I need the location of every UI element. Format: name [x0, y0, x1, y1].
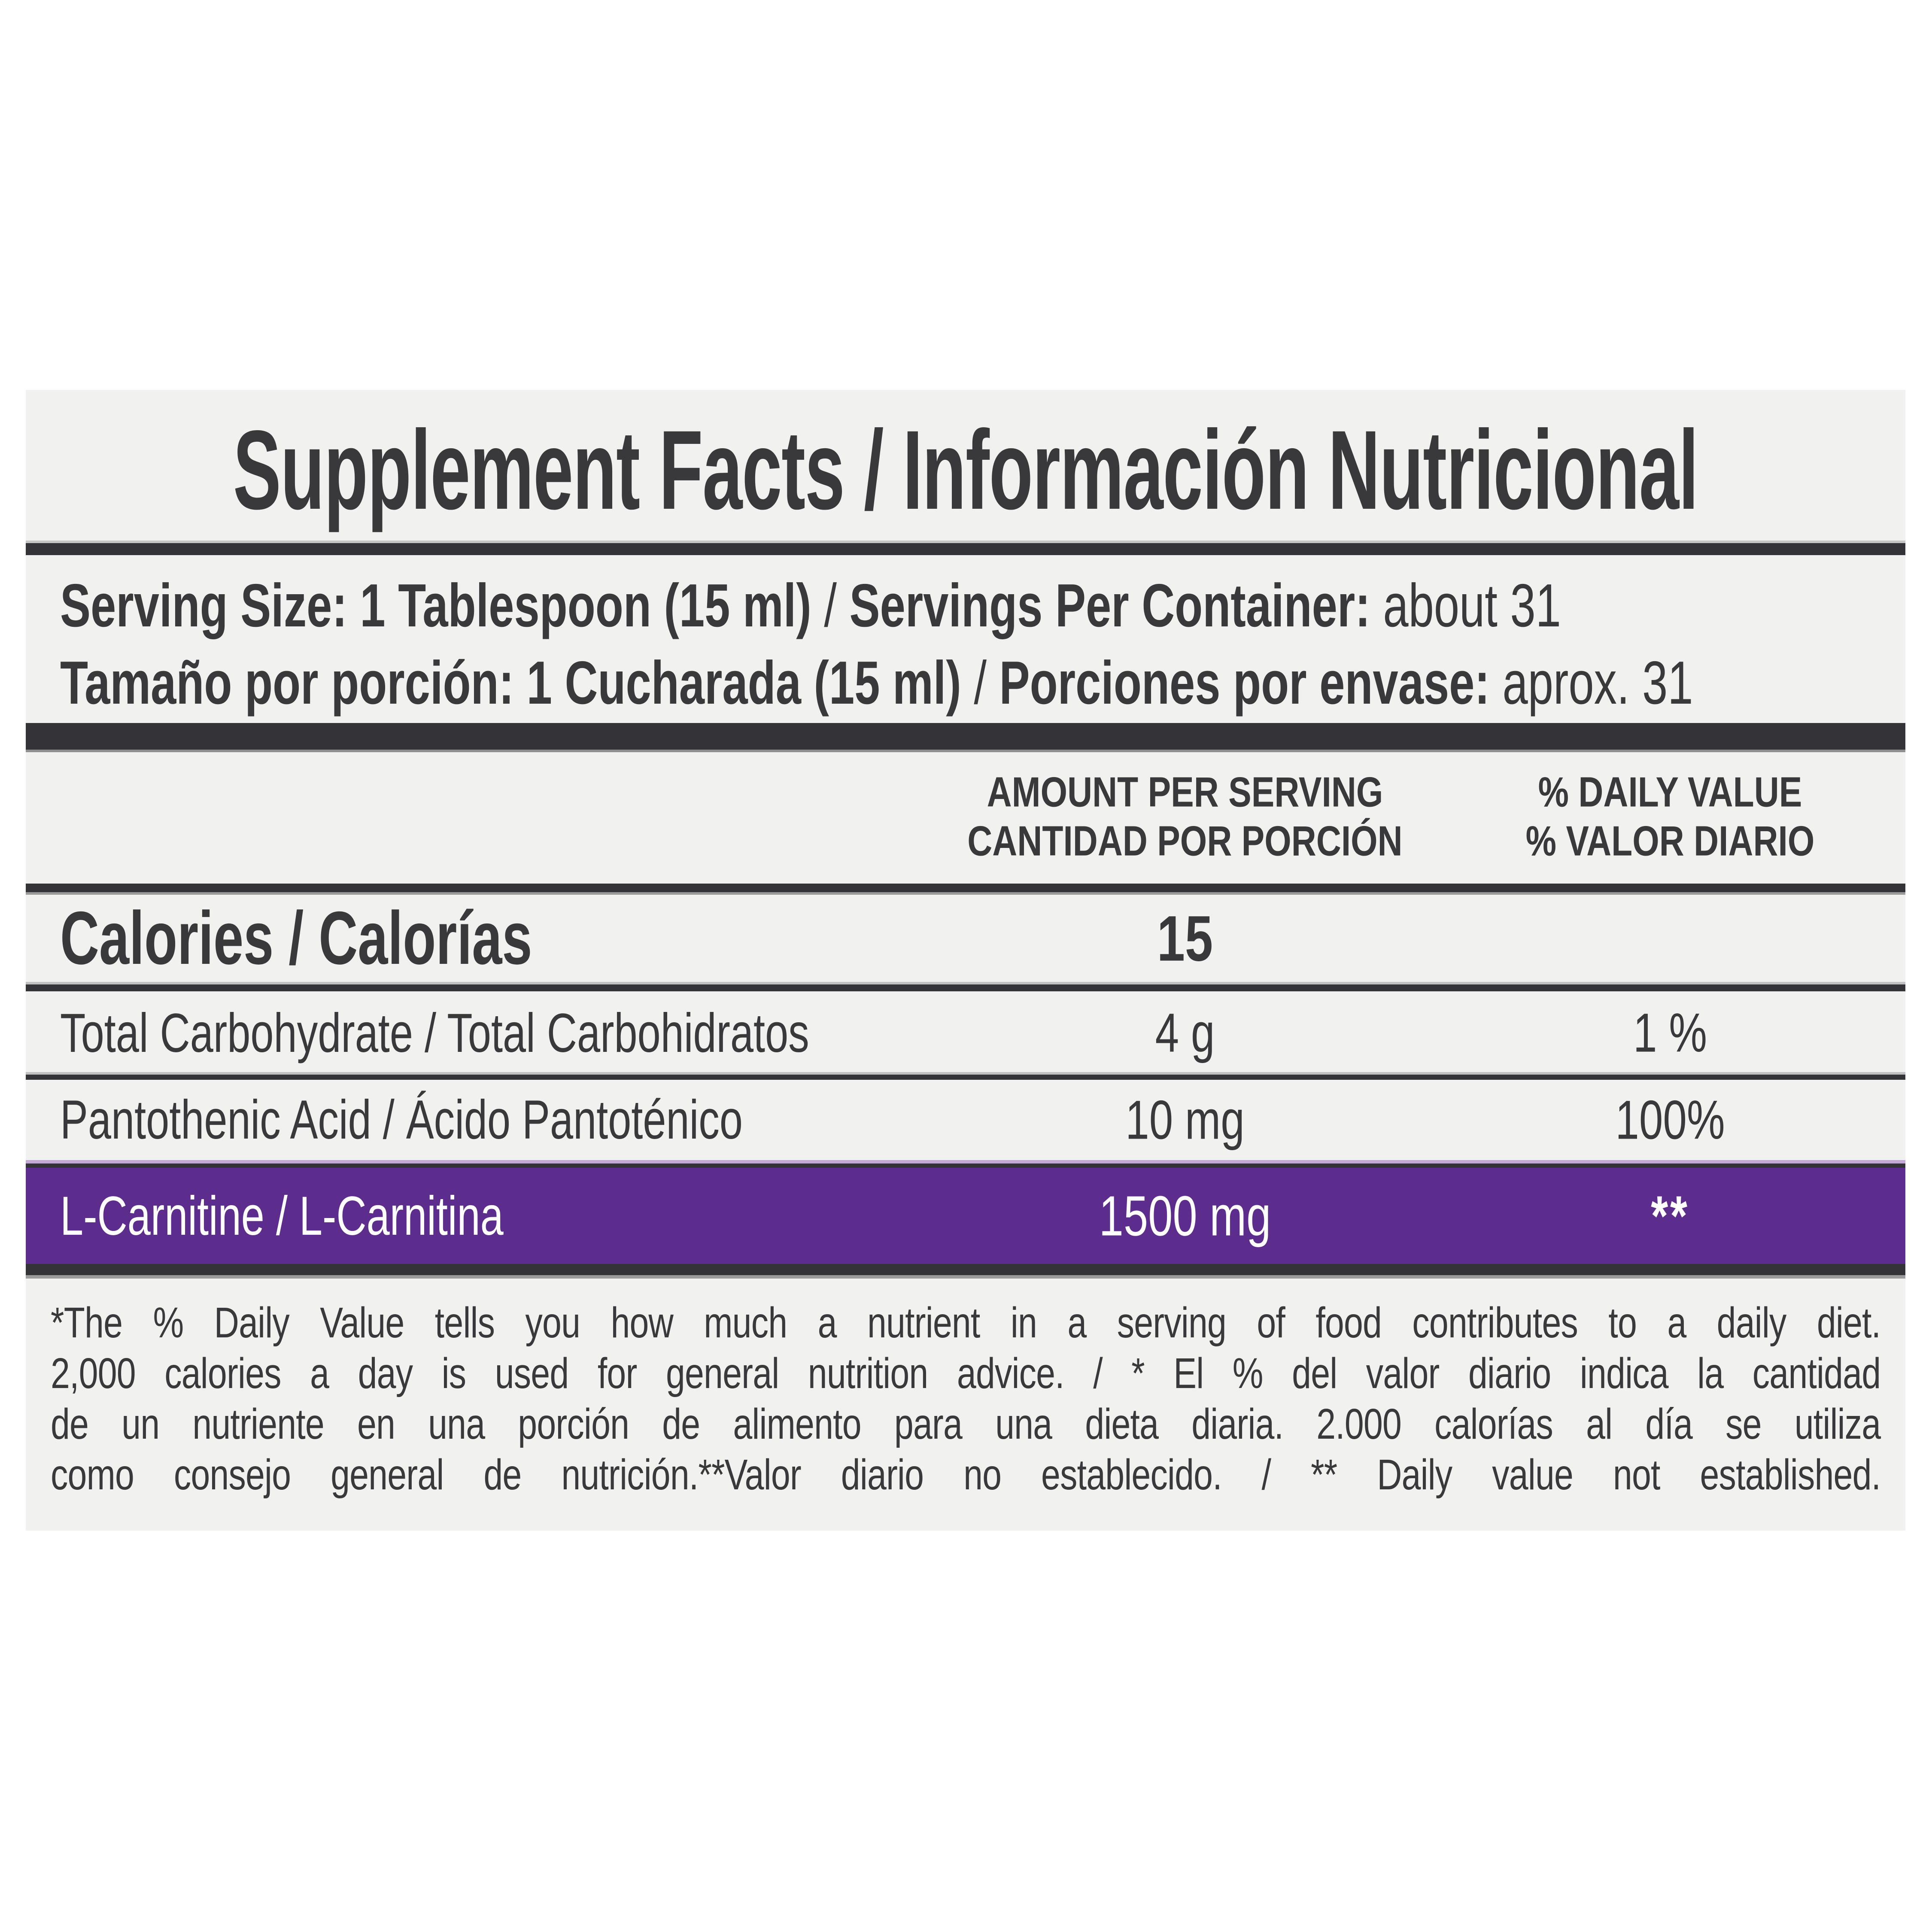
title-area: Supplement Facts / Información Nutricion… [26, 390, 1905, 543]
footnote-line-1: *The % Daily Value tells you how much a … [51, 1299, 1881, 1347]
carbohydrate-label: Total Carbohydrate / Total Carbohidratos [60, 1002, 809, 1064]
table-row-l-carnitine: L-Carnitine / L-Carnitina 1500 mg ** [26, 1168, 1905, 1264]
daily-value-header-line1: % DAILY VALUE [1538, 768, 1802, 816]
footnote: *The % Daily Value tells you how much a … [26, 1297, 1905, 1500]
servings-per-container-es: Porciones por envase: [999, 649, 1490, 717]
servings-count-es: aprox. 31 [1489, 649, 1693, 717]
pantothenic-acid-daily-value: 100% [1615, 1089, 1725, 1151]
carbohydrate-divider [26, 1075, 1905, 1080]
panel-title: Supplement Facts / Información Nutricion… [233, 407, 1698, 533]
l-carnitine-label: L-Carnitine / L-Carnitina [60, 1185, 504, 1247]
l-carnitine-daily-value: ** [1651, 1184, 1689, 1248]
table-row-pantothenic-acid: Pantothenic Acid / Ácido Pantoténico 10 … [26, 1080, 1905, 1160]
footnote-line-4: como consejo general de nutrición.**Valo… [51, 1451, 1881, 1499]
calories-label: Calories / Calorías [60, 896, 532, 980]
header-top-bar [26, 723, 1905, 750]
serving-line-spanish: Tamaño por porción: 1 Cucharada (15 ml) … [60, 644, 1905, 722]
daily-value-header-line2: % VALOR DIARIO [1525, 817, 1815, 864]
pantothenic-acid-amount: 10 mg [1125, 1089, 1245, 1151]
header-bottom-bar [26, 884, 1905, 892]
title-divider [26, 543, 1905, 555]
amount-header-line2: CANTIDAD POR PORCIÓN [967, 817, 1403, 864]
serving-size-es: Tamaño por porción: 1 Cucharada (15 ml) [60, 649, 961, 717]
servings-per-container-en: Servings Per Container: [849, 571, 1370, 640]
footnote-line-2: 2,000 calories a day is used for general… [51, 1349, 1881, 1397]
l-carnitine-amount: 1500 mg [1099, 1184, 1271, 1248]
serving-info: Serving Size: 1 Tablespoon (15 ml) / Ser… [26, 555, 1905, 723]
table-row-carbohydrate: Total Carbohydrate / Total Carbohidratos… [26, 991, 1905, 1075]
column-headers: AMOUNT PER SERVING CANTIDAD POR PORCIÓN … [26, 750, 1905, 884]
supplement-facts-panel: Supplement Facts / Información Nutricion… [26, 390, 1905, 1531]
serving-separator-es: / [961, 649, 999, 717]
serving-line-english: Serving Size: 1 Tablespoon (15 ml) / Ser… [60, 567, 1905, 644]
calories-amount: 15 [1157, 902, 1213, 974]
daily-value-header: % DAILY VALUE % VALOR DIARIO [1526, 768, 1815, 865]
carbohydrate-daily-value: 1 % [1633, 1002, 1707, 1064]
pantothenic-divider [26, 1163, 1905, 1168]
serving-size-en: Serving Size: 1 Tablespoon (15 ml) [60, 571, 811, 640]
amount-per-serving-header: AMOUNT PER SERVING CANTIDAD POR PORCIÓN [967, 768, 1402, 865]
table-bottom-bar [26, 1264, 1905, 1275]
amount-header-line1: AMOUNT PER SERVING [987, 768, 1383, 816]
calories-divider [26, 984, 1905, 991]
pantothenic-acid-label: Pantothenic Acid / Ácido Pantoténico [60, 1089, 743, 1151]
servings-count-en: about 31 [1370, 571, 1561, 640]
footnote-line-3: de un nutriente en una porción de alimen… [51, 1400, 1881, 1448]
table-row-calories: Calories / Calorías 15 [26, 892, 1905, 984]
serving-separator-en: / [811, 571, 850, 640]
carnitine-row-top-highlight [26, 1160, 1905, 1163]
carbohydrate-amount: 4 g [1155, 1002, 1215, 1064]
